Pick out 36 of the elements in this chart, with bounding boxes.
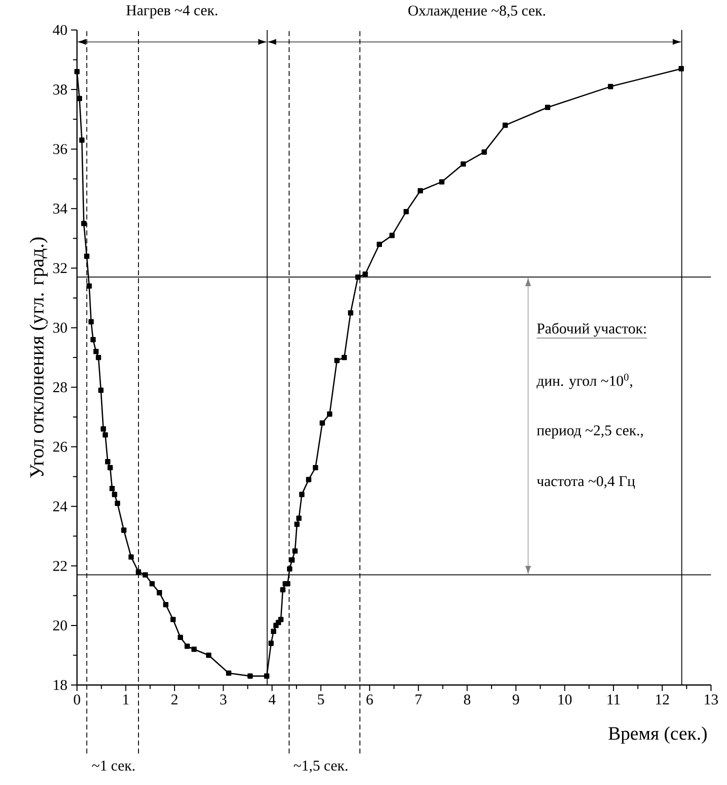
text: Нагрев ~4 сек. (126, 5, 218, 18)
x-tick-label: 9 (512, 694, 520, 705)
text: Охлаждение ~8,5 сек. (408, 6, 546, 18)
x-tick-label: 13 (704, 694, 718, 705)
y-tick-label: 20 (53, 620, 67, 630)
y-tick-label: 34 (53, 204, 68, 214)
x-tick-label: 8 (464, 694, 470, 705)
y-tick-label: 26 (53, 442, 68, 452)
x-tick-label: 7 (416, 694, 422, 704)
annotation: частота ~0,4 Гц (536, 476, 635, 489)
text: ~1,5 сек. (294, 760, 348, 773)
x-tick-label: 10 (558, 694, 572, 705)
x-tick-label: 3 (220, 694, 226, 705)
y-tick-label: 32 (53, 263, 67, 274)
y-tick-label: 36 (53, 144, 68, 154)
x-tick-label: 12 (656, 694, 669, 704)
text: ~1 сек. (92, 760, 134, 771)
x-tick-label: 6 (366, 694, 373, 705)
x-tick-label: 2 (171, 694, 178, 704)
x-axis-title: Время (сек.) (608, 726, 707, 744)
x-tick-label: 4 (268, 694, 276, 704)
y-tick-label: 22 (53, 560, 67, 571)
y-axis-title: Угол отклонения (угл. град.) (30, 238, 48, 478)
annotation: период ~2,5 сек., (536, 425, 643, 438)
x-tick-label: 11 (608, 694, 620, 704)
y-tick-label: 40 (52, 24, 67, 36)
annotation: Рабочий участок: (537, 322, 646, 337)
y-tick-label: 28 (53, 382, 67, 392)
x-tick-label: 5 (318, 694, 324, 704)
y-tick-label: 38 (53, 84, 67, 95)
x-tick-label: 0 (74, 694, 80, 705)
x-tick-label: 1 (123, 694, 129, 704)
y-tick-label: 24 (53, 501, 68, 512)
annotation: дин. угол ~10$^{0}$, (536, 374, 632, 389)
y-tick-label: 30 (53, 322, 67, 333)
y-tick-label: 18 (54, 680, 67, 690)
